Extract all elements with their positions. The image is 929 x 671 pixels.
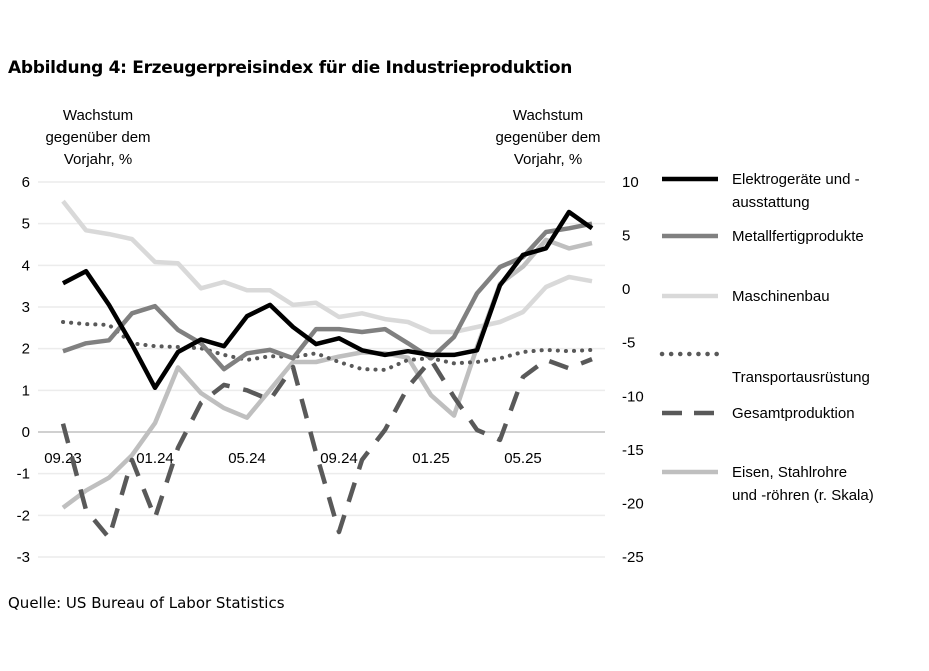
- y-tick-right: -25: [622, 549, 644, 566]
- x-tick: 05.24: [228, 450, 266, 467]
- legend-label: Maschinenbau: [732, 288, 830, 305]
- x-tick: 09.24: [320, 450, 358, 467]
- series-line-6: [61, 237, 593, 510]
- series-line-3: [61, 199, 593, 335]
- y-tick-left: -1: [17, 466, 30, 483]
- y-tick-right: -10: [622, 388, 644, 405]
- legend-label: und -röhren (r. Skala): [732, 487, 874, 504]
- y-tick-right: 0: [622, 281, 630, 298]
- left-axis-label-line: Wachstum: [62, 107, 134, 124]
- y-tick-left: 5: [22, 216, 30, 233]
- y-tick-left: -3: [17, 549, 30, 566]
- y-tick-right: -20: [622, 495, 644, 512]
- series-line-1: [61, 209, 594, 391]
- y-tick-left: 1: [22, 382, 30, 399]
- y-tick-left: -2: [17, 507, 30, 524]
- y-tick-left: 2: [22, 341, 30, 358]
- legend-label: Transportausrüstung: [732, 369, 870, 386]
- right-axis-label: Wachstum gegenüber dem Vorjahr, %: [468, 105, 628, 171]
- left-axis-label-line: gegenüber dem: [45, 129, 151, 146]
- y-tick-left: 0: [22, 424, 30, 441]
- source-note: Quelle: US Bureau of Labor Statistics: [8, 594, 285, 612]
- y-tick-right: 10: [622, 174, 639, 191]
- legend-label: Metallfertigprodukte: [732, 228, 864, 245]
- left-axis-label: Wachstum gegenüber dem Vorjahr, %: [18, 105, 178, 171]
- y-tick-left: 3: [22, 299, 30, 316]
- legend-label: Gesamtproduktion: [732, 405, 855, 422]
- left-axis-label-line: Vorjahr, %: [63, 151, 133, 168]
- x-tick: 01.25: [412, 450, 450, 467]
- right-axis-label-line: gegenüber dem: [495, 129, 601, 146]
- series-line-2: [62, 221, 593, 372]
- right-axis-label-line: Wachstum: [512, 107, 584, 124]
- y-tick-right: -15: [622, 442, 644, 459]
- y-tick-right: 5: [622, 228, 630, 245]
- x-tick: 01.24: [136, 450, 174, 467]
- y-tick-left: 4: [22, 257, 30, 274]
- legend-label: Eisen, Stahlrohre: [732, 464, 847, 481]
- right-axis-label-line: Vorjahr, %: [513, 151, 583, 168]
- legend-label: ausstattung: [732, 194, 810, 211]
- y-tick-left: 6: [22, 174, 30, 191]
- legend-label: Elektrogeräte und -: [732, 171, 860, 188]
- chart-title: Abbildung 4: Erzeugerpreisindex für die …: [8, 58, 573, 78]
- x-tick: 05.25: [504, 450, 542, 467]
- y-tick-right: -5: [622, 335, 635, 352]
- series-line-5: [60, 357, 593, 541]
- series-line-4: [61, 320, 594, 372]
